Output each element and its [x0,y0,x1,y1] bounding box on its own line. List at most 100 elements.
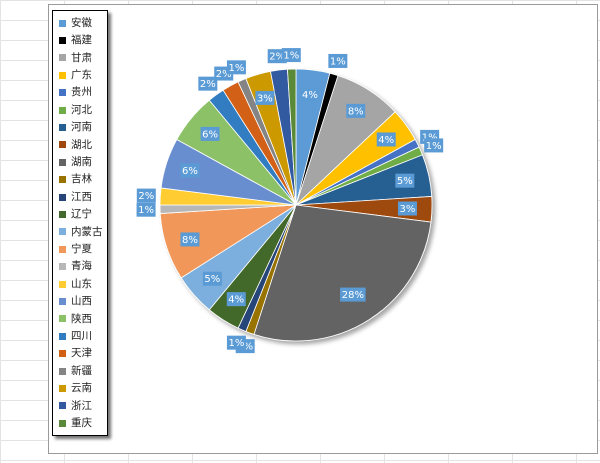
svg-text:6%: 6% [202,129,218,140]
svg-text:6%: 6% [182,166,198,177]
legend-item-6[interactable]: 河南 [53,118,107,136]
legend-swatch-13 [59,245,66,253]
legend-swatch-16 [59,297,66,305]
svg-text:1%: 1% [228,338,244,349]
legend-item-2[interactable]: 甘肃 [53,49,107,67]
legend-label: 江西 [71,190,92,203]
svg-text:1%: 1% [228,63,244,74]
legend-label: 重庆 [71,416,92,429]
legend-item-22[interactable]: 浙江 [53,397,107,415]
legend-item-10[interactable]: 江西 [53,188,107,206]
legend-label: 山东 [71,277,92,290]
svg-text:3%: 3% [400,204,416,215]
legend-swatch-4 [59,89,66,97]
svg-text:1%: 1% [330,56,346,67]
legend-label: 新疆 [71,364,92,377]
legend-item-8[interactable]: 湖南 [53,153,107,171]
svg-text:5%: 5% [204,274,220,285]
legend-item-16[interactable]: 山西 [53,292,107,310]
svg-text:1%: 1% [138,205,154,216]
data-label-13: 8% [180,232,200,247]
legend-item-14[interactable]: 青海 [53,258,107,276]
data-label-20: 1% [226,60,246,75]
legend-item-11[interactable]: 辽宁 [53,205,107,223]
data-label-7: 3% [397,201,417,216]
svg-text:1%: 1% [426,141,442,152]
legend-label: 福建 [71,34,92,47]
legend-label: 天津 [71,347,92,360]
data-label-17: 6% [200,126,220,141]
data-label-0: 4% [300,87,320,102]
legend-item-5[interactable]: 河北 [53,101,107,119]
data-label-3: 4% [376,132,396,147]
data-label-16: 6% [180,163,200,178]
legend-item-1[interactable]: 福建 [53,31,107,49]
data-label-23: 1% [281,48,301,63]
svg-text:4%: 4% [378,135,394,146]
legend-label: 辽宁 [71,208,92,221]
legend-label: 浙江 [71,399,92,412]
legend-item-3[interactable]: 广东 [53,66,107,84]
legend-swatch-19 [59,350,66,358]
legend-swatch-18 [59,332,66,340]
legend-item-12[interactable]: 内蒙古 [53,223,107,241]
data-label-12: 5% [202,271,222,286]
svg-text:2%: 2% [138,191,154,202]
svg-text:2%: 2% [269,52,285,63]
legend-swatch-15 [59,280,66,288]
data-label-1: 1% [328,53,348,68]
legend-item-15[interactable]: 山东 [53,275,107,293]
legend-label: 广东 [71,68,92,81]
legend-item-17[interactable]: 陕西 [53,310,107,328]
svg-text:28%: 28% [342,290,364,301]
svg-text:3%: 3% [257,93,273,104]
legend-label: 河北 [71,103,92,116]
legend-item-18[interactable]: 四川 [53,327,107,345]
data-label-10: 1% [226,335,246,350]
legend-label: 湖南 [71,155,92,168]
legend-label: 内蒙古 [71,225,103,238]
legend-swatch-17 [59,315,66,323]
pie-slice-23[interactable] [287,68,297,206]
legend-item-20[interactable]: 新疆 [53,362,107,380]
legend-item-13[interactable]: 宁夏 [53,240,107,258]
legend-swatch-9 [59,176,66,184]
legend-label: 河南 [71,121,92,134]
legend-swatch-0 [59,19,66,27]
legend-label: 贵州 [71,86,92,99]
legend-item-7[interactable]: 湖北 [53,136,107,154]
legend-item-21[interactable]: 云南 [53,379,107,397]
chart-legend[interactable]: 安徽福建甘肃 广东贵州河北河南湖北 湖南吉林江西辽宁内蒙古宁夏青海山东山西 陕西 四川天… [52,10,108,436]
data-label-21: 3% [255,90,275,105]
legend-swatch-12 [59,228,66,236]
legend-label: 吉林 [71,173,92,186]
svg-text:1%: 1% [283,51,299,62]
data-label-15: 2% [136,188,156,203]
legend-swatch-3 [59,71,66,79]
legend-label: 安徽 [71,16,92,29]
legend-swatch-20 [59,367,66,375]
svg-text:5%: 5% [397,176,413,187]
legend-item-19[interactable]: 天津 [53,345,107,363]
legend-swatch-7 [59,141,66,149]
legend-swatch-10 [59,193,66,201]
data-label-11: 4% [226,292,246,307]
svg-text:8%: 8% [348,106,364,117]
legend-swatch-22 [59,402,66,410]
legend-item-0[interactable]: 安徽 [53,14,107,32]
svg-text:2%: 2% [216,69,232,80]
legend-label: 青海 [71,260,92,273]
legend-swatch-1 [59,36,66,44]
svg-text:8%: 8% [182,235,198,246]
legend-item-23[interactable]: 重庆 [53,414,107,432]
svg-text:1%: 1% [422,132,438,143]
legend-label: 四川 [71,329,92,342]
legend-item-9[interactable]: 吉林 [53,171,107,189]
svg-text:4%: 4% [228,295,244,306]
pie-slice-8[interactable] [253,204,432,342]
legend-swatch-23 [59,419,66,427]
data-label-5: 1% [424,138,444,153]
data-label-8: 28% [340,287,366,302]
legend-item-4[interactable]: 贵州 [53,84,107,102]
